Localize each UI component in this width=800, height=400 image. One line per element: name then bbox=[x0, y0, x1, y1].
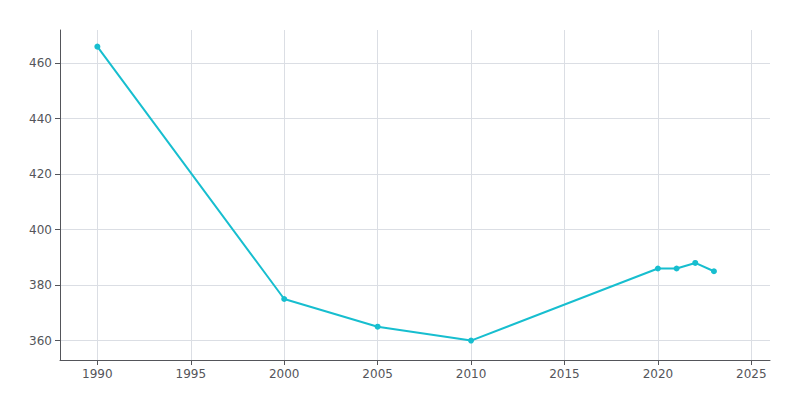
svg-text:380: 380 bbox=[29, 278, 52, 292]
svg-text:1990: 1990 bbox=[82, 367, 113, 381]
svg-text:2005: 2005 bbox=[362, 367, 393, 381]
svg-text:1995: 1995 bbox=[176, 367, 207, 381]
svg-text:360: 360 bbox=[29, 334, 52, 348]
svg-text:400: 400 bbox=[29, 223, 52, 237]
svg-text:440: 440 bbox=[29, 112, 52, 126]
svg-text:460: 460 bbox=[29, 56, 52, 70]
svg-text:2000: 2000 bbox=[269, 367, 300, 381]
svg-text:420: 420 bbox=[29, 167, 52, 181]
svg-text:2025: 2025 bbox=[736, 367, 767, 381]
svg-text:2010: 2010 bbox=[456, 367, 487, 381]
svg-text:2020: 2020 bbox=[643, 367, 674, 381]
svg-text:2015: 2015 bbox=[549, 367, 580, 381]
